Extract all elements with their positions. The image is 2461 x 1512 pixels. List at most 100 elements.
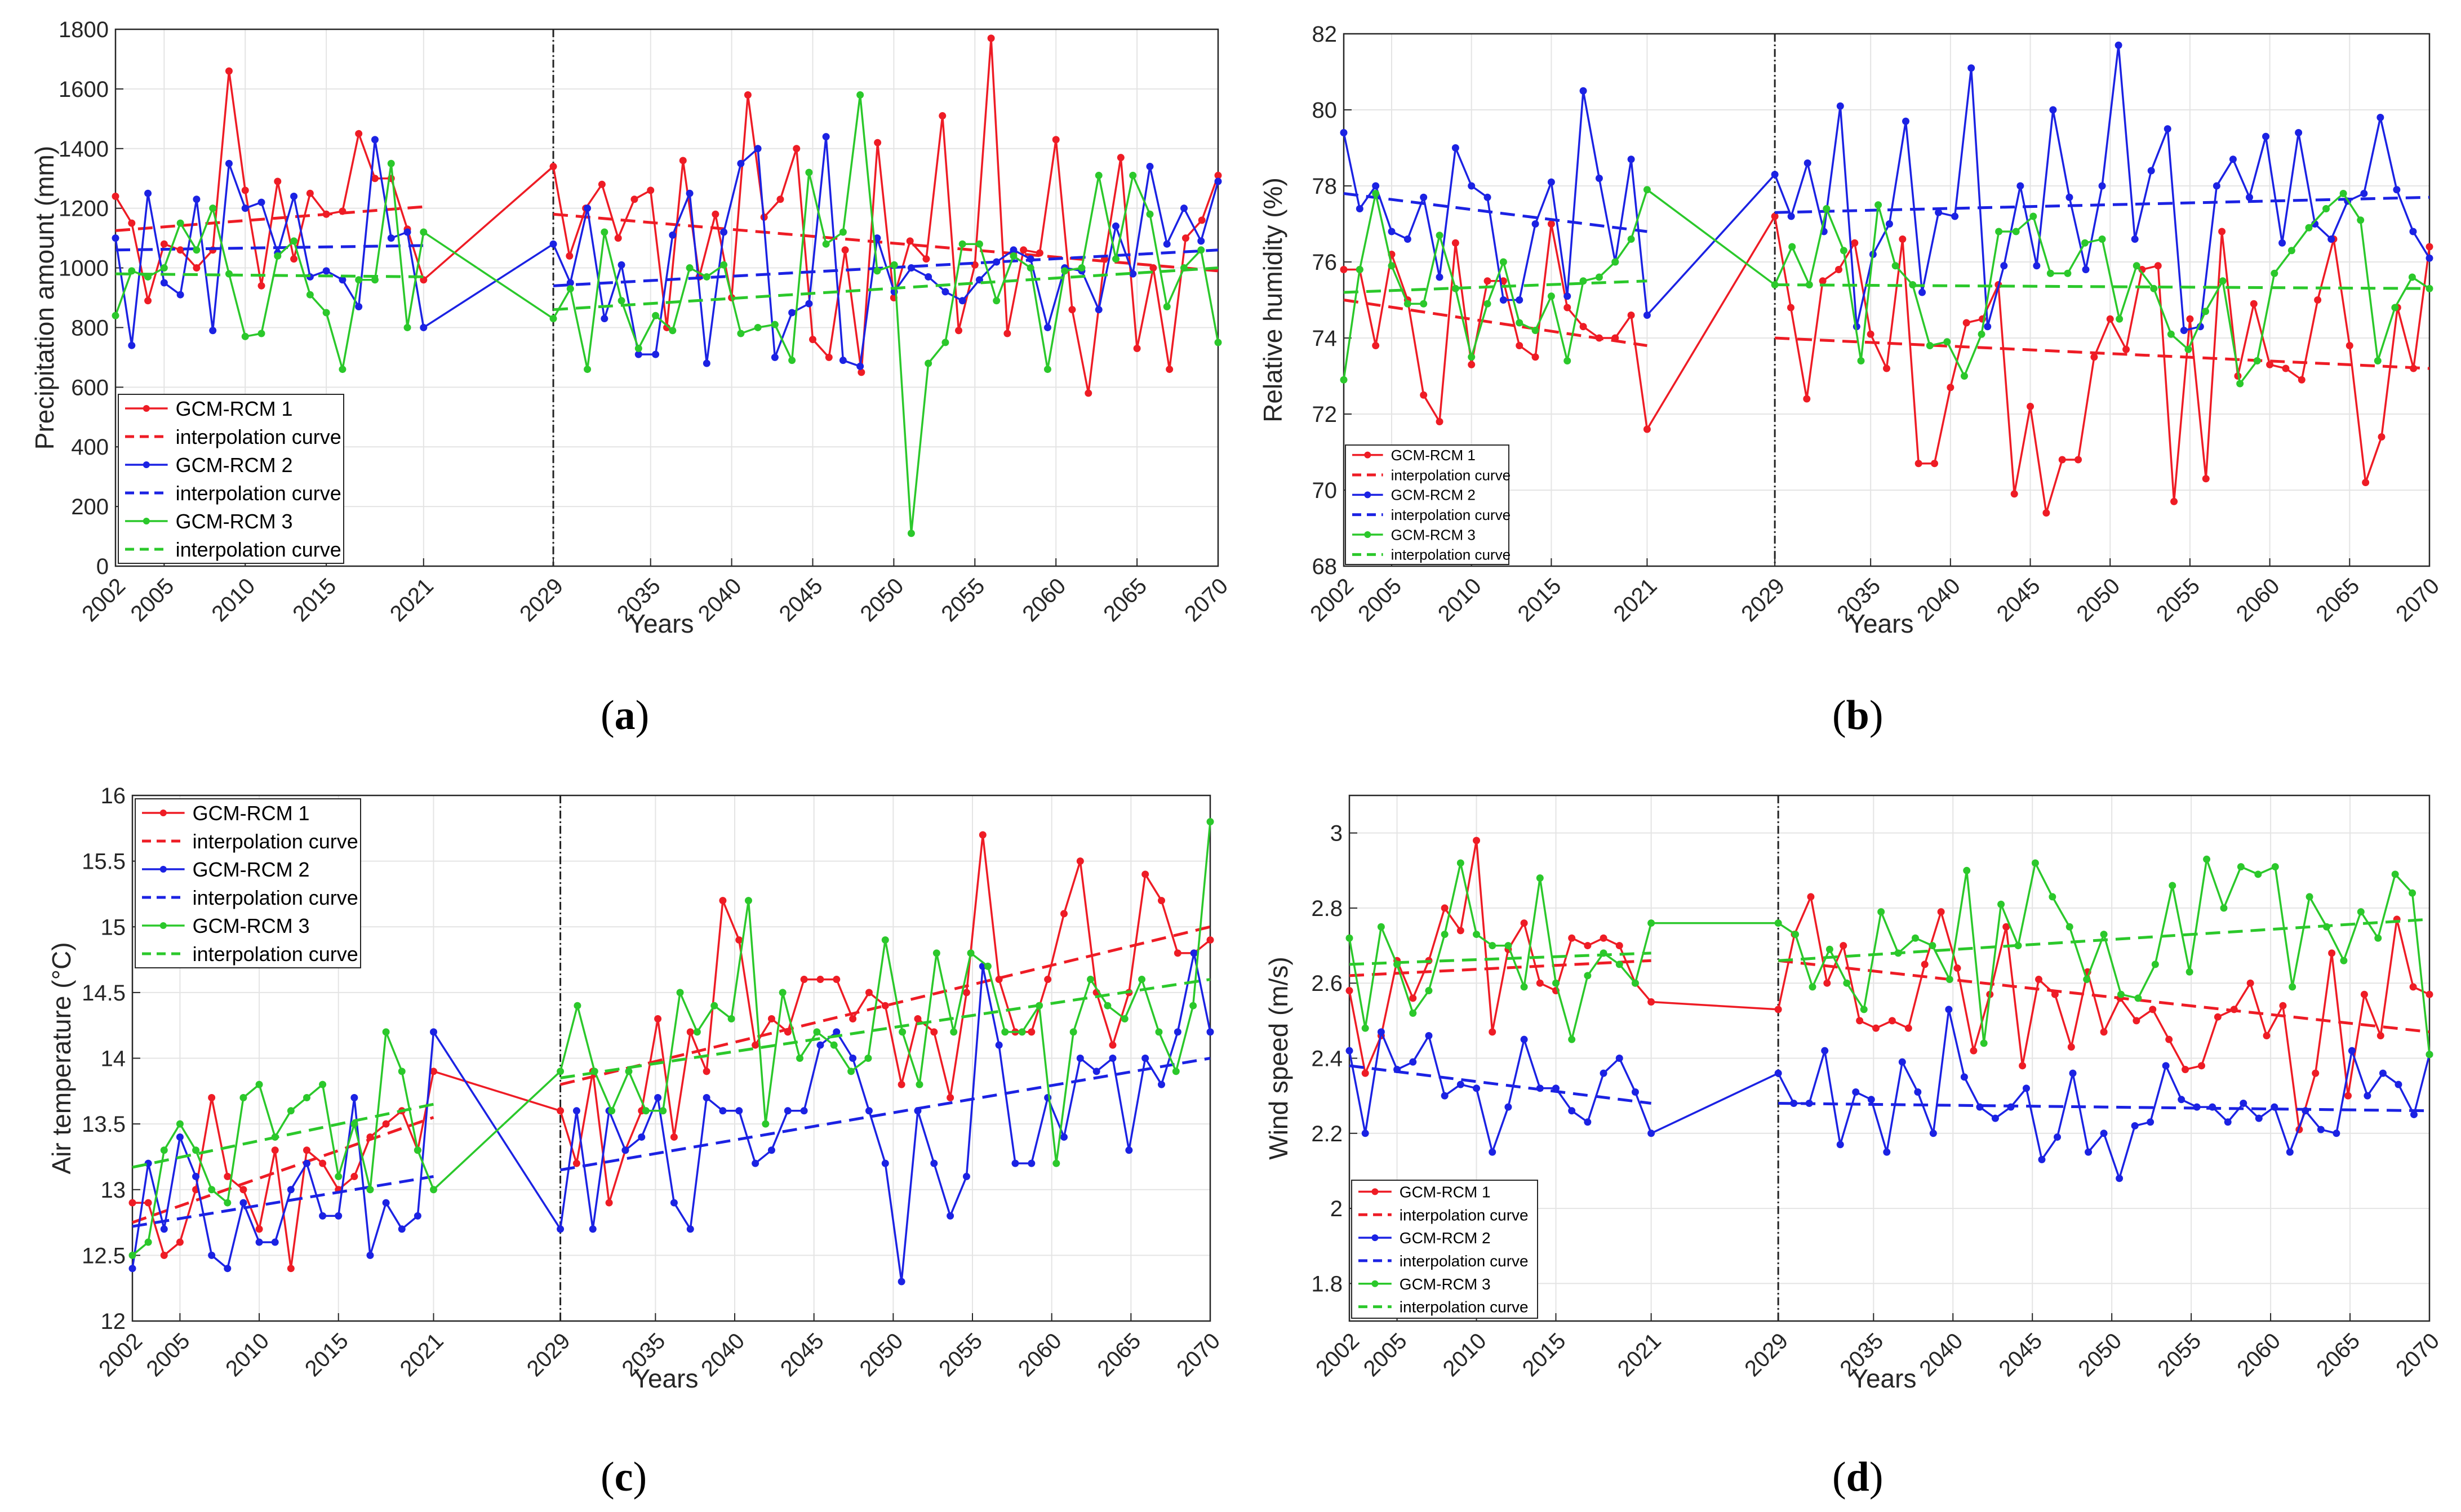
panel-label-c: (c) [601, 1454, 647, 1500]
data-point [1531, 220, 1539, 228]
data-point [1536, 874, 1544, 882]
legend-label: interpolation curve [1391, 506, 1511, 523]
data-point [614, 234, 622, 242]
data-point [693, 1028, 701, 1036]
data-point [950, 1028, 958, 1036]
x-tick-label: 2005 [126, 573, 179, 626]
legend-label: interpolation curve [1400, 1206, 1529, 1224]
legend-marker [1371, 1234, 1379, 1242]
data-point [1117, 154, 1125, 162]
legend-marker [159, 810, 167, 816]
data-point [1451, 144, 1459, 152]
data-point [1504, 942, 1512, 950]
y-tick-label: 200 [71, 495, 109, 519]
data-point [1174, 1028, 1181, 1036]
data-point [881, 936, 889, 944]
data-point [128, 1265, 136, 1273]
data-point [1010, 246, 1018, 254]
data-point [1163, 303, 1171, 310]
data-point [1516, 319, 1523, 327]
series-line [114, 94, 1219, 535]
data-point [2314, 296, 2322, 304]
data-point [2374, 934, 2382, 942]
data-point [2167, 330, 2175, 338]
data-point [1584, 972, 1592, 980]
legend-label: GCM-RCM 2 [193, 858, 310, 881]
data-point [339, 366, 347, 373]
legend-label: interpolation curve [1391, 466, 1511, 483]
interpolation-curve [115, 205, 424, 232]
legend-label: interpolation curve [193, 942, 358, 966]
data-point [899, 1028, 907, 1036]
data-point [1611, 258, 1619, 266]
data-point [2029, 212, 2037, 220]
data-point [1516, 342, 1523, 349]
data-point [2254, 870, 2262, 878]
data-point [335, 1172, 343, 1180]
data-point [1441, 904, 1449, 912]
data-point [1823, 979, 1831, 987]
data-point [176, 219, 184, 227]
data-point [1520, 919, 1528, 927]
x-tick-label: 2060 [1014, 1328, 1067, 1381]
legend-marker [1364, 451, 1371, 459]
y-tick-label: 1400 [59, 137, 109, 162]
data-point [1451, 239, 1459, 247]
data-point [659, 1107, 667, 1115]
data-point [2345, 342, 2353, 349]
data-point [2147, 1118, 2155, 1126]
data-point [1069, 1028, 1077, 1036]
data-point [1945, 1006, 1953, 1013]
x-tick-label: 2029 [1736, 573, 1789, 626]
data-point [2054, 1133, 2062, 1141]
data-point [856, 91, 864, 99]
data-point [160, 279, 168, 287]
data-point [255, 1080, 263, 1088]
data-point [941, 339, 949, 346]
data-point [1403, 235, 1411, 243]
data-point [754, 145, 762, 153]
data-point [209, 327, 217, 335]
legend-marker [143, 461, 150, 468]
data-point [1138, 976, 1146, 984]
series-line [114, 135, 1219, 368]
data-point [2049, 893, 2056, 901]
x-tick-label: 2015 [1518, 1328, 1571, 1381]
data-point [2131, 235, 2139, 243]
data-point [1978, 330, 1985, 338]
data-point [1962, 319, 1970, 327]
data-point [2051, 990, 2059, 998]
data-point [1860, 1006, 1868, 1013]
interpolation-curve [1778, 918, 2430, 962]
interpolation-curve [132, 1116, 434, 1224]
y-tick-label: 1200 [59, 197, 109, 221]
data-point [2165, 1035, 2173, 1043]
data-point [1647, 919, 1655, 927]
data-point [1834, 266, 1842, 273]
data-point [1356, 266, 1363, 273]
data-point [2098, 182, 2106, 190]
data-point [1852, 1088, 1860, 1096]
data-point [1552, 979, 1560, 987]
data-point [371, 175, 379, 183]
data-point [1774, 919, 1782, 927]
data-point [1361, 1069, 1369, 1077]
legend-label: GCM-RCM 1 [176, 397, 293, 420]
data-point [1803, 159, 1811, 167]
data-point [1425, 987, 1433, 995]
data-point [638, 1133, 646, 1141]
data-point [800, 1107, 808, 1115]
data-point [1011, 1159, 1019, 1167]
data-point [1809, 983, 1816, 991]
series-2 [128, 949, 1214, 1286]
data-point [2203, 855, 2211, 863]
x-tick-label: 2070 [1172, 1328, 1225, 1381]
data-point [1340, 129, 1348, 136]
y-tick-label: 2.4 [1311, 1047, 1343, 1071]
data-point [1052, 136, 1060, 144]
data-point [387, 159, 395, 167]
data-point [1388, 262, 1396, 270]
data-point [2049, 106, 2057, 114]
data-point [841, 246, 849, 254]
